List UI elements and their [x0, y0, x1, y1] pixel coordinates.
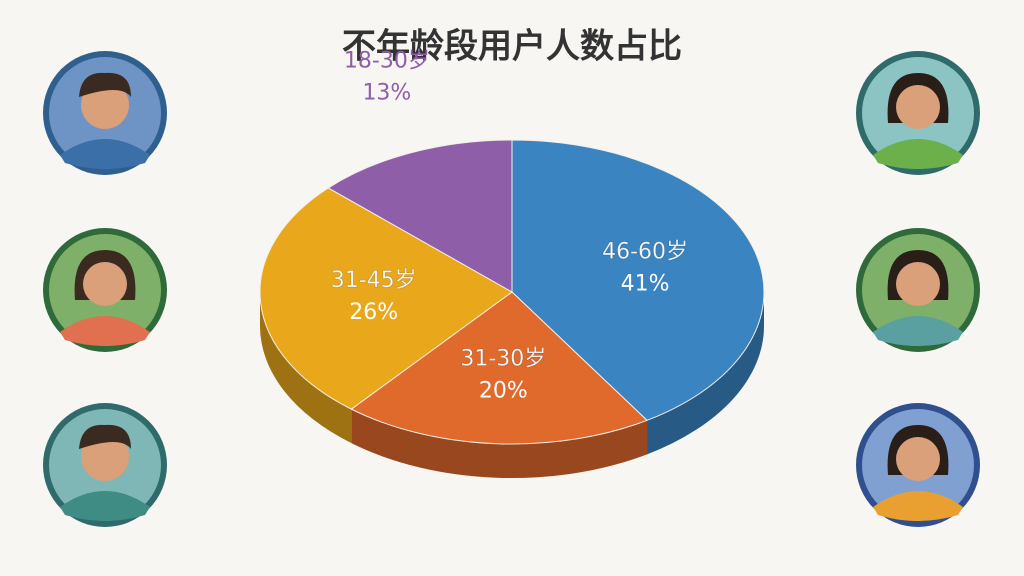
pie-slice	[259, 187, 513, 410]
avatar	[43, 228, 167, 352]
pie-side	[260, 292, 352, 444]
pie-side	[647, 292, 764, 455]
slice-label: 31-45岁	[331, 268, 417, 293]
slice-label: 31-30岁	[460, 346, 546, 371]
avatar	[856, 403, 980, 527]
pie-slice	[511, 139, 765, 421]
avatars	[43, 51, 980, 527]
avatar	[43, 51, 167, 175]
pie: 46-60岁 41% 31-30岁 20% 31-45岁 26% 18-30岁 13%	[259, 49, 765, 478]
value-label: 26%	[349, 300, 398, 325]
pie-slice	[327, 139, 513, 293]
slice-label: 18-30岁	[344, 49, 430, 74]
pie-slice	[350, 291, 648, 445]
avatar	[856, 51, 980, 175]
value-label: 41%	[621, 272, 670, 297]
pie-side	[351, 409, 648, 478]
chart-title: 不年龄段用户人数占比	[342, 27, 682, 67]
avatar	[43, 403, 167, 527]
slice-label: 46-60岁	[602, 240, 688, 265]
avatar	[856, 228, 980, 352]
value-label: 20%	[479, 378, 528, 403]
value-label: 13%	[362, 81, 411, 106]
